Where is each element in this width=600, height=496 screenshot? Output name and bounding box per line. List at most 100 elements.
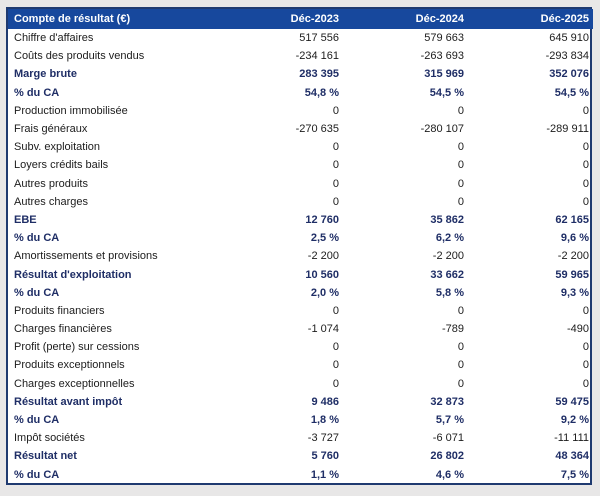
table-row: % du CA 1,1 % 4,6 % 7,5 % (8, 466, 593, 484)
row-value: 0 (582, 359, 589, 372)
row-value: 59 965 (555, 268, 589, 281)
row-value: 62 165 (555, 213, 589, 226)
table-row: Résultat d'exploitation 10 560 33 662 59 96… (8, 265, 593, 283)
row-value: 0 (582, 195, 589, 208)
table-row: Autres charges 0 0 0 (8, 193, 593, 211)
table-row: Frais généraux -270 635 -280 107 -289 911 (8, 120, 593, 138)
row-value: 315 969 (424, 68, 464, 81)
row-value: 0 (457, 359, 464, 372)
row-value: 517 556 (299, 32, 339, 45)
row-value: -2 200 (557, 250, 589, 263)
row-label: EBE (14, 213, 37, 226)
row-label: Résultat avant impôt (14, 395, 123, 408)
row-label: Frais généraux (14, 123, 88, 136)
income-statement-table: Compte de résultat (€) Déc-2023 Déc-2024… (6, 7, 593, 485)
row-value: -2 200 (307, 250, 339, 263)
row-value: 59 475 (555, 395, 589, 408)
row-value: 0 (332, 341, 339, 354)
row-value: 5,7 % (435, 414, 464, 427)
row-label: Amortissements et provisions (14, 250, 158, 263)
table-row: Produits financiers 0 0 0 (8, 302, 593, 320)
row-value: 0 (582, 159, 589, 172)
header-row: Compte de résultat (€) Déc-2023 Déc-2024… (8, 9, 593, 29)
row-value: 4,6 % (435, 468, 464, 481)
row-value: 54,5 % (554, 86, 589, 99)
table-row: EBE 12 760 35 862 62 165 (8, 211, 593, 229)
row-label: % du CA (14, 468, 60, 481)
row-label: % du CA (14, 86, 60, 99)
row-value: 0 (582, 177, 589, 190)
row-value: 7,5 % (560, 468, 589, 481)
row-value: 54,8 % (304, 86, 339, 99)
row-value: 0 (457, 141, 464, 154)
row-label: % du CA (14, 232, 60, 245)
row-value: 352 076 (549, 68, 589, 81)
row-value: 0 (332, 177, 339, 190)
row-value: 0 (332, 104, 339, 117)
row-value: 35 862 (430, 213, 464, 226)
table-row: Résultat net 5 760 26 802 48 364 (8, 447, 593, 465)
row-value: -3 727 (307, 432, 339, 445)
table-row: Impôt sociétés -3 727 -6 071 -11 111 (8, 429, 593, 447)
row-label: Subv. exploitation (14, 141, 101, 154)
table-row: % du CA 2,0 % 5,8 % 9,3 % (8, 284, 593, 302)
row-value: 9,2 % (560, 414, 589, 427)
row-value: 48 364 (555, 450, 589, 463)
table-row: Subv. exploitation 0 0 0 (8, 138, 593, 156)
row-value: -263 693 (420, 50, 464, 63)
column-header-dec-2024: Déc-2024 (415, 13, 464, 25)
table-row: Résultat avant impôt 9 486 32 873 59 475 (8, 393, 593, 411)
table-row: Charges exceptionnelles 0 0 0 (8, 375, 593, 393)
row-value: 0 (457, 195, 464, 208)
row-value: -11 111 (554, 432, 589, 445)
table-row: Marge brute 283 395 315 969 352 076 (8, 65, 593, 83)
row-value: 0 (457, 341, 464, 354)
row-label: Profit (perte) sur cessions (14, 341, 140, 354)
row-label: Impôt sociétés (14, 432, 85, 445)
table-row: Autres produits 0 0 0 (8, 175, 593, 193)
row-value: 0 (582, 104, 589, 117)
row-value: 5,8 % (435, 286, 464, 299)
row-value: -490 (566, 323, 589, 336)
row-value: 0 (457, 159, 464, 172)
row-label: Résultat net (14, 450, 77, 463)
row-value: 283 395 (299, 68, 339, 81)
column-header-dec-2023: Déc-2023 (290, 13, 339, 25)
row-value: 2,0 % (310, 286, 339, 299)
table-row: Charges financières -1 074 -789 -490 (8, 320, 593, 338)
row-value: 0 (332, 304, 339, 317)
table-row: Production immobilisée 0 0 0 (8, 102, 593, 120)
row-value: -289 911 (546, 123, 589, 136)
table-row: % du CA 54,8 % 54,5 % 54,5 % (8, 84, 593, 102)
table-row: Amortissements et provisions -2 200 -2 200… (8, 247, 593, 265)
column-header-dec-2025: Déc-2025 (540, 13, 589, 25)
row-label: Charges financières (14, 323, 112, 336)
row-value: -234 161 (295, 50, 339, 63)
row-value: -293 834 (545, 50, 589, 63)
row-value: 9 486 (311, 395, 339, 408)
row-value: 10 560 (305, 268, 339, 281)
row-value: 0 (457, 104, 464, 117)
table-row: Produits exceptionnels 0 0 0 (8, 356, 593, 374)
row-value: -1 074 (307, 323, 339, 336)
table-row: Coûts des produits vendus -234 161 -263 69… (8, 47, 593, 65)
row-value: 54,5 % (429, 86, 464, 99)
row-value: 32 873 (430, 395, 464, 408)
row-label: Marge brute (14, 68, 77, 81)
table-title: Compte de résultat (€) (14, 13, 131, 25)
row-label: Charges exceptionnelles (14, 377, 135, 390)
table-body: Chiffre d'affaires 517 556 579 663 645 910 C… (8, 29, 593, 484)
row-value: 9,3 % (560, 286, 589, 299)
row-value: 0 (332, 359, 339, 372)
row-value: 33 662 (430, 268, 464, 281)
table-header: Compte de résultat (€) Déc-2023 Déc-2024… (8, 9, 593, 29)
row-value: 12 760 (305, 213, 339, 226)
row-value: 0 (332, 377, 339, 390)
row-label: Résultat d'exploitation (14, 268, 132, 281)
row-value: 26 802 (430, 450, 464, 463)
row-value: 5 760 (311, 450, 339, 463)
row-label: Loyers crédits bails (14, 159, 109, 172)
table-row: Loyers crédits bails 0 0 0 (8, 156, 593, 174)
row-label: Coûts des produits vendus (14, 50, 145, 63)
row-value: 0 (582, 304, 589, 317)
